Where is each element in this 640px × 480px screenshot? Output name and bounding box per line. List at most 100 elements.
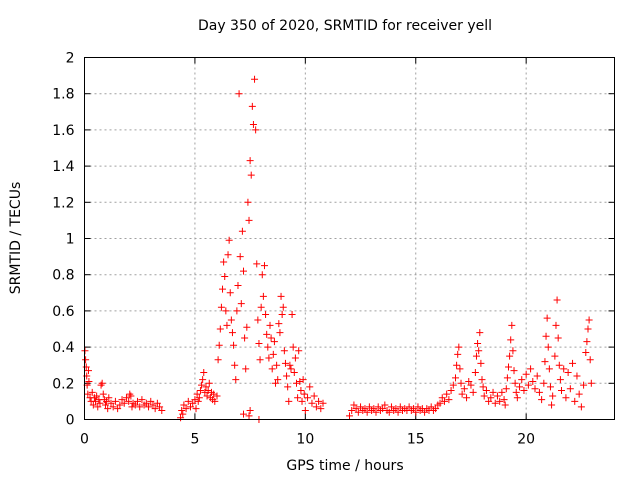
- data-point: [92, 397, 100, 405]
- data-point: [350, 401, 358, 409]
- data-point: [509, 347, 517, 355]
- data-point: [540, 379, 548, 387]
- data-point: [370, 405, 378, 413]
- data-point: [280, 347, 288, 355]
- data-point: [479, 383, 487, 391]
- data-point: [469, 388, 477, 396]
- data-point: [496, 397, 504, 405]
- data-point: [363, 408, 371, 416]
- data-point: [527, 365, 535, 373]
- data-point: [122, 394, 130, 402]
- data-point: [317, 405, 325, 413]
- data-point: [405, 403, 413, 411]
- data-point: [297, 387, 305, 395]
- data-point: [510, 367, 518, 375]
- data-point: [103, 397, 111, 405]
- data-point: [463, 394, 471, 402]
- data-point: [552, 321, 560, 329]
- data-point: [84, 390, 92, 398]
- data-point: [125, 397, 133, 405]
- data-point: [158, 406, 166, 414]
- data-point: [583, 338, 591, 346]
- data-point: [179, 410, 187, 418]
- data-point: [545, 365, 553, 373]
- data-point: [301, 406, 309, 414]
- data-point: [582, 349, 590, 357]
- data-point: [566, 385, 574, 393]
- data-point: [111, 397, 119, 405]
- data-point: [445, 396, 453, 404]
- data-point: [263, 330, 271, 338]
- data-point: [243, 323, 251, 331]
- data-point: [457, 379, 465, 387]
- data-point: [506, 352, 514, 360]
- data-point: [500, 396, 508, 404]
- data-point: [131, 401, 139, 409]
- data-point: [187, 403, 194, 411]
- data-point: [202, 383, 210, 391]
- data-point: [84, 367, 92, 375]
- data-point: [101, 401, 109, 409]
- data-point: [524, 381, 532, 389]
- data-point: [85, 377, 93, 385]
- data-point: [242, 365, 250, 373]
- data-point: [575, 390, 583, 398]
- data-point: [287, 365, 295, 373]
- data-point: [543, 314, 551, 322]
- data-point: [410, 405, 418, 413]
- data-points: [81, 75, 595, 423]
- data-point: [107, 399, 115, 407]
- data-point: [569, 359, 577, 367]
- data-point: [482, 387, 490, 395]
- data-point: [227, 316, 235, 324]
- data-point: [184, 397, 192, 405]
- data-point: [505, 363, 512, 371]
- x-tick-label: 10: [296, 432, 314, 448]
- data-point: [267, 334, 275, 342]
- data-point: [522, 370, 530, 378]
- data-point: [542, 332, 550, 340]
- data-point: [438, 394, 446, 402]
- data-point: [553, 296, 561, 304]
- data-point: [116, 401, 124, 409]
- data-point: [584, 325, 592, 333]
- data-point: [88, 388, 96, 396]
- data-point: [306, 383, 314, 391]
- data-point: [548, 401, 556, 409]
- data-point: [587, 379, 595, 387]
- data-point: [114, 405, 122, 413]
- data-point: [489, 388, 497, 396]
- data-point: [226, 289, 234, 297]
- data-point: [493, 392, 501, 400]
- data-point: [348, 406, 356, 414]
- y-tick-label: 2: [66, 51, 75, 67]
- data-point: [246, 406, 254, 414]
- data-point: [289, 343, 297, 351]
- data-point: [231, 361, 239, 369]
- data-point: [458, 390, 466, 398]
- data-point: [546, 383, 554, 391]
- data-point: [255, 339, 263, 347]
- data-point: [222, 307, 230, 315]
- data-point: [508, 321, 516, 329]
- data-point: [281, 359, 289, 367]
- data-point: [562, 394, 570, 402]
- data-point: [449, 381, 457, 389]
- data-point: [456, 365, 464, 373]
- data-point: [365, 403, 373, 411]
- data-point: [573, 372, 581, 380]
- data-point: [520, 387, 528, 395]
- data-point: [156, 403, 164, 411]
- data-point: [196, 387, 204, 395]
- data-point: [274, 376, 282, 384]
- data-point: [564, 368, 572, 376]
- data-point: [440, 397, 448, 405]
- data-point: [256, 356, 264, 364]
- data-point: [477, 359, 485, 367]
- data-point: [304, 394, 312, 402]
- data-point: [296, 377, 304, 385]
- y-tick-label: 0.4: [52, 340, 74, 356]
- data-point: [236, 253, 244, 261]
- data-point: [98, 379, 106, 387]
